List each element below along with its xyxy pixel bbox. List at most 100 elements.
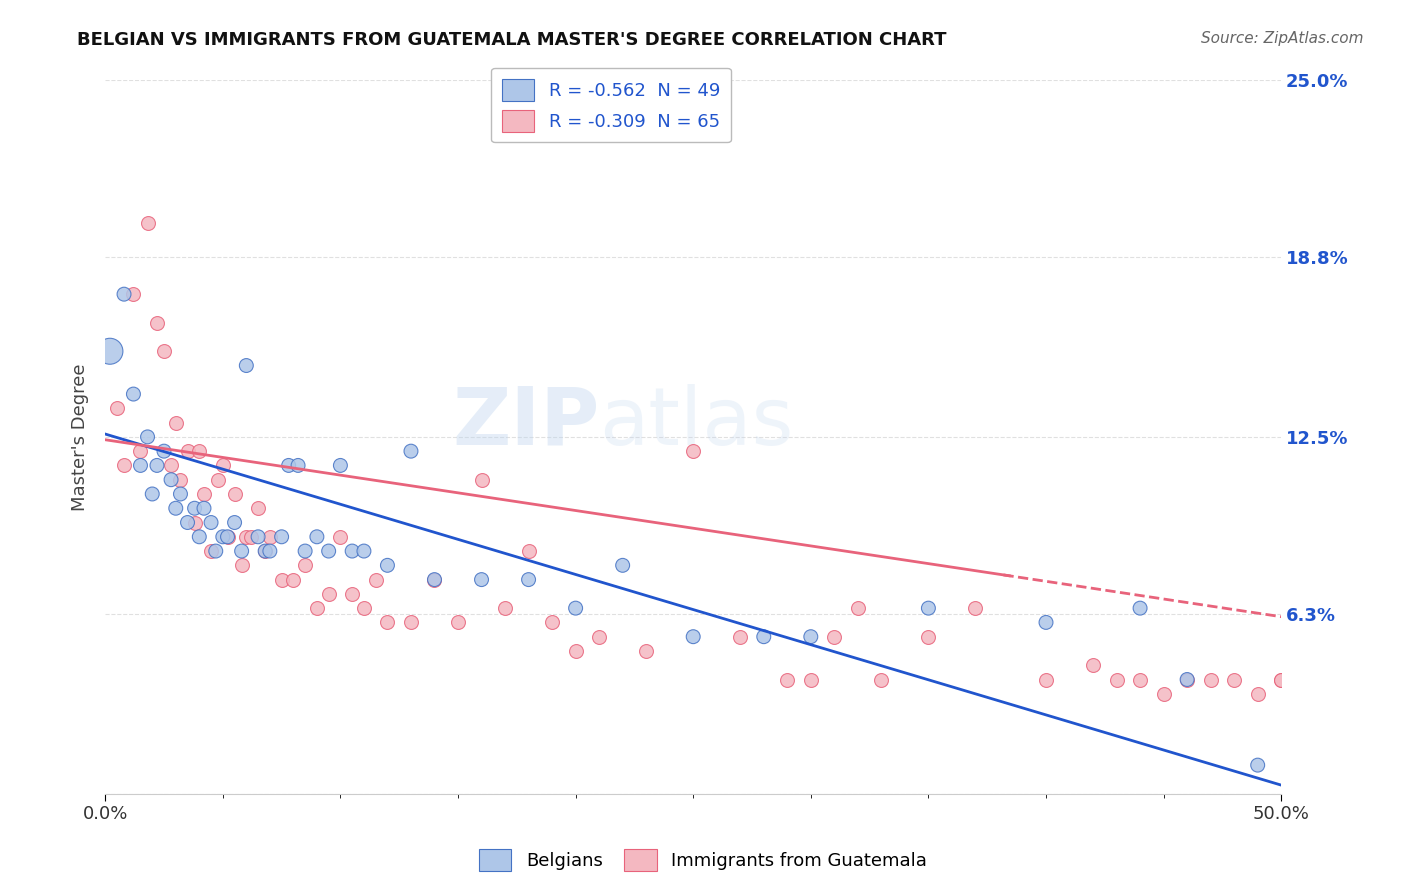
Point: [204, 544, 226, 558]
Point: [211, 458, 233, 473]
Point: [294, 544, 316, 558]
Point: [318, 544, 340, 558]
Point: [965, 601, 987, 615]
Point: [353, 544, 375, 558]
Point: [800, 673, 823, 687]
Point: [112, 287, 135, 301]
Point: [224, 516, 246, 530]
Point: [141, 487, 163, 501]
Point: [129, 458, 152, 473]
Point: [247, 501, 270, 516]
Point: [329, 530, 352, 544]
Point: [423, 573, 446, 587]
Point: [153, 344, 176, 359]
Point: [1247, 758, 1270, 772]
Point: [294, 558, 316, 573]
Point: [728, 630, 751, 644]
Point: [247, 530, 270, 544]
Point: [564, 644, 586, 658]
Point: [235, 359, 257, 373]
Point: [200, 544, 222, 558]
Point: [1270, 673, 1292, 687]
Point: [176, 444, 198, 458]
Point: [588, 630, 610, 644]
Point: [122, 287, 145, 301]
Point: [1035, 673, 1057, 687]
Point: [1081, 658, 1104, 673]
Point: [364, 573, 387, 587]
Point: [1035, 615, 1057, 630]
Text: Source: ZipAtlas.com: Source: ZipAtlas.com: [1201, 31, 1364, 46]
Point: [224, 487, 246, 501]
Point: [176, 516, 198, 530]
Point: [752, 630, 775, 644]
Point: [98, 344, 121, 359]
Point: [399, 444, 422, 458]
Text: atlas: atlas: [599, 384, 793, 462]
Point: [188, 530, 211, 544]
Point: [235, 530, 257, 544]
Point: [200, 516, 222, 530]
Point: [169, 473, 191, 487]
Text: BELGIAN VS IMMIGRANTS FROM GUATEMALA MASTER'S DEGREE CORRELATION CHART: BELGIAN VS IMMIGRANTS FROM GUATEMALA MAS…: [77, 31, 946, 49]
Point: [1105, 673, 1128, 687]
Point: [305, 530, 328, 544]
Point: [1247, 687, 1270, 701]
Point: [193, 501, 215, 516]
Point: [136, 430, 159, 444]
Point: [447, 615, 470, 630]
Point: [1129, 673, 1152, 687]
Point: [329, 458, 352, 473]
Point: [776, 673, 799, 687]
Point: [183, 501, 205, 516]
Point: [612, 558, 634, 573]
Point: [207, 473, 229, 487]
Point: [517, 544, 540, 558]
Point: [318, 587, 340, 601]
Point: [283, 573, 305, 587]
Point: [231, 544, 253, 558]
Point: [636, 644, 658, 658]
Point: [682, 630, 704, 644]
Point: [517, 573, 540, 587]
Legend: Belgians, Immigrants from Guatemala: Belgians, Immigrants from Guatemala: [471, 842, 935, 879]
Point: [153, 444, 176, 458]
Point: [122, 387, 145, 401]
Point: [231, 558, 253, 573]
Point: [377, 615, 399, 630]
Point: [823, 630, 845, 644]
Point: [270, 573, 292, 587]
Point: [254, 544, 277, 558]
Point: [165, 416, 187, 430]
Text: ZIP: ZIP: [451, 384, 599, 462]
Point: [1223, 673, 1246, 687]
Point: [160, 473, 183, 487]
Point: [270, 530, 292, 544]
Point: [188, 444, 211, 458]
Point: [846, 601, 869, 615]
Point: [494, 601, 516, 615]
Point: [160, 458, 183, 473]
Point: [112, 458, 135, 473]
Point: [287, 458, 309, 473]
Point: [105, 401, 128, 416]
Point: [917, 630, 939, 644]
Point: [193, 487, 215, 501]
Legend: R = -0.562  N = 49, R = -0.309  N = 65: R = -0.562 N = 49, R = -0.309 N = 65: [491, 68, 731, 143]
Point: [541, 615, 564, 630]
Point: [217, 530, 239, 544]
Point: [146, 316, 169, 330]
Point: [1175, 673, 1198, 687]
Point: [917, 601, 939, 615]
Point: [136, 216, 159, 230]
Point: [217, 530, 239, 544]
Point: [423, 573, 446, 587]
Point: [259, 544, 281, 558]
Point: [399, 615, 422, 630]
Point: [169, 487, 191, 501]
Point: [240, 530, 263, 544]
Point: [340, 587, 363, 601]
Point: [353, 601, 375, 615]
Point: [129, 444, 152, 458]
Point: [1153, 687, 1175, 701]
